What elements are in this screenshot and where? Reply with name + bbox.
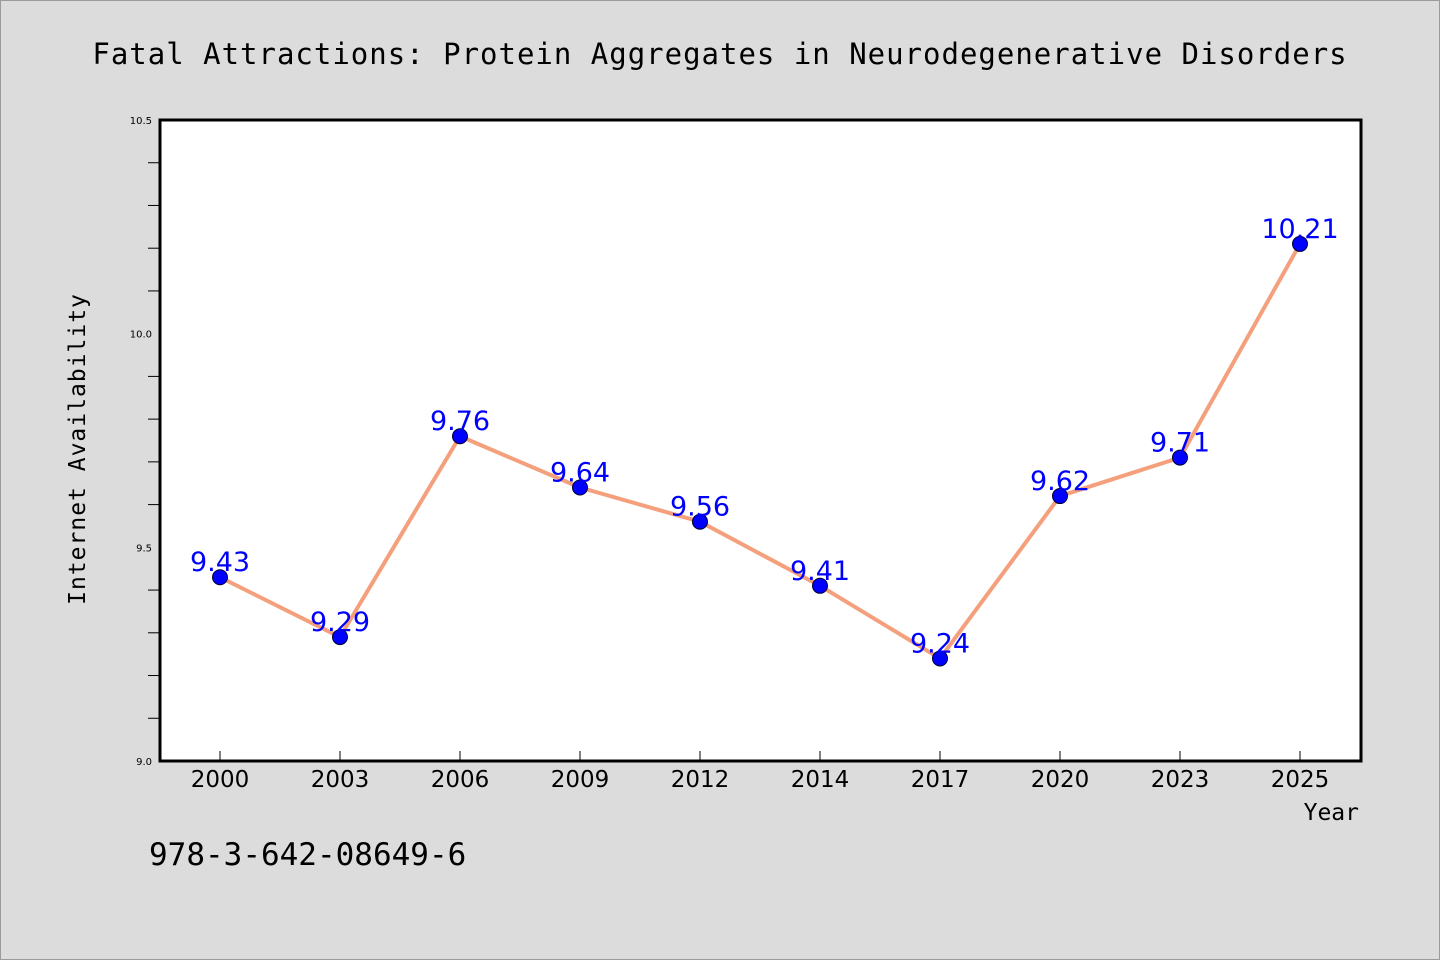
data-point xyxy=(1292,235,1308,252)
x-tick-label: 2000 xyxy=(191,767,250,793)
data-label: 9.24 xyxy=(910,628,970,659)
data-labels: 9.43 9.29 9.76 9.64 9.56 9.41 9.24 9.62 9.71 10.2… xyxy=(190,214,1339,660)
y-tick-label: 9.5 xyxy=(136,543,152,554)
data-label: 9.41 xyxy=(790,556,850,587)
y-tick-label: 10.0 xyxy=(130,330,152,341)
x-tick-label: 2014 xyxy=(791,767,850,793)
x-axis-ticks: 2000 2003 2006 2009 2012 2014 2017 2020 2023 2025 xyxy=(191,751,1330,793)
data-label: 10.21 xyxy=(1261,214,1338,245)
x-tick-label: 2009 xyxy=(551,767,610,793)
y-axis-ticks: 9.0 9.5 10.0 10.5 xyxy=(130,116,160,768)
data-label: 9.64 xyxy=(550,458,610,489)
x-tick-label: 2023 xyxy=(1151,767,1210,793)
x-tick-label: 2012 xyxy=(671,767,730,793)
data-point xyxy=(572,479,588,496)
x-axis-label: Year xyxy=(1304,800,1359,826)
isbn-text: 978-3-642-08649-6 xyxy=(149,837,466,873)
data-label: 9.71 xyxy=(1150,428,1210,459)
data-point xyxy=(212,569,228,586)
data-label: 9.62 xyxy=(1030,466,1090,497)
x-tick-label: 2017 xyxy=(911,767,970,793)
x-tick-label: 2003 xyxy=(311,767,370,793)
data-point xyxy=(1052,488,1068,505)
y-tick-label: 9.0 xyxy=(136,757,152,768)
x-tick-label: 2020 xyxy=(1031,767,1090,793)
plot-area xyxy=(158,118,1363,763)
series-layer xyxy=(212,235,1308,667)
data-point xyxy=(692,513,708,530)
x-tick-label: 2006 xyxy=(431,767,490,793)
data-label: 9.56 xyxy=(670,492,730,523)
data-point xyxy=(812,577,828,594)
y-tick-label: 10.5 xyxy=(130,116,152,127)
data-point xyxy=(932,650,948,667)
series-line xyxy=(219,242,1302,661)
y-axis-label: Internet Availability xyxy=(65,293,91,605)
data-label: 9.43 xyxy=(190,547,250,578)
data-point xyxy=(452,428,468,445)
data-point xyxy=(1172,449,1188,466)
chart-title: Fatal Attractions: Protein Aggregates in… xyxy=(92,37,1347,71)
data-label: 9.29 xyxy=(310,607,370,638)
data-point xyxy=(332,629,348,646)
data-label: 9.76 xyxy=(430,406,490,437)
x-tick-label: 2025 xyxy=(1271,767,1330,793)
